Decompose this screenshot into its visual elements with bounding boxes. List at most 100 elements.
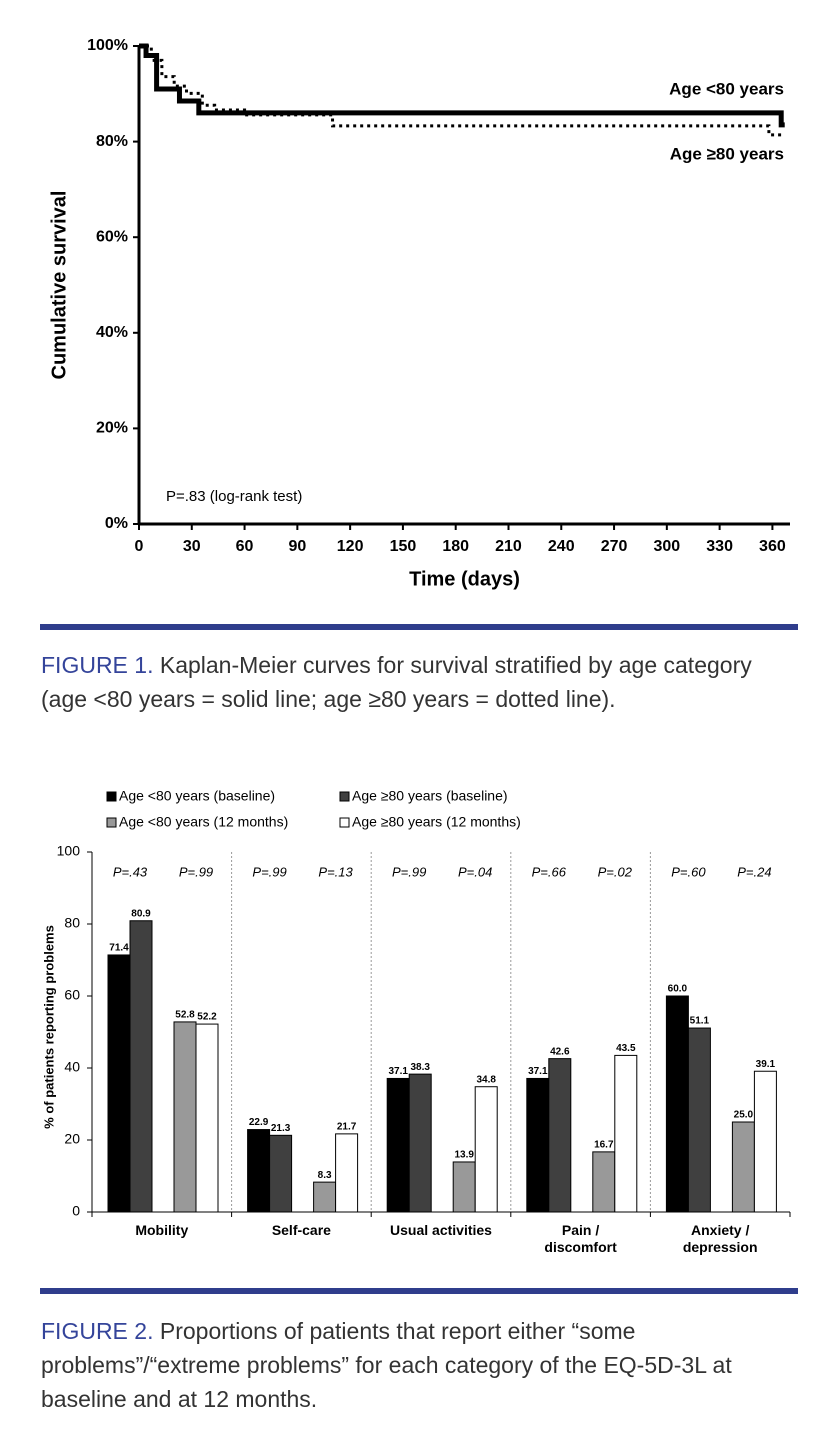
p-value: P=.60: [671, 864, 706, 879]
y-tick-label: 100%: [87, 37, 128, 54]
value-label: 16.7: [594, 1140, 614, 1151]
legend-label: Age ≥80 years (baseline): [352, 788, 508, 804]
value-label: 43.5: [616, 1043, 636, 1054]
rule: [40, 1288, 798, 1294]
x-tick-label: 360: [759, 538, 786, 555]
value-label: 21.7: [337, 1122, 357, 1133]
value-label: 25.0: [734, 1110, 754, 1121]
value-label: 21.3: [271, 1123, 291, 1134]
y-tick-label: 60: [64, 987, 80, 1003]
value-label: 8.3: [318, 1170, 332, 1181]
p-value: P=.66: [532, 864, 567, 879]
value-label: 52.8: [175, 1010, 195, 1021]
p-value: P=.99: [252, 864, 286, 879]
value-label: 37.1: [528, 1066, 548, 1077]
x-tick-label: 330: [706, 538, 733, 555]
bar: [526, 1077, 550, 1213]
bar: [173, 1021, 197, 1213]
value-label: 60.0: [668, 984, 688, 995]
caption: FIGURE 2. Proportions of patients that r…: [41, 1314, 801, 1416]
bar: [386, 1077, 410, 1213]
bar: [474, 1086, 498, 1213]
caption-text: Kaplan-Meier curves for survival stratif…: [41, 652, 752, 712]
legend-swatch: [339, 791, 350, 802]
bar: [592, 1151, 616, 1213]
rule: [40, 624, 798, 630]
y-tick-label: 80: [64, 915, 80, 931]
y-axis-label: Cumulative survival: [48, 191, 70, 380]
legend-swatch: [106, 791, 117, 802]
p-value: P=.99: [179, 864, 213, 879]
p-value: P=.13: [318, 864, 353, 879]
bar: [753, 1070, 777, 1213]
legend-label: Age <80 years (12 months): [119, 814, 288, 830]
survival-line: [139, 43, 785, 128]
bar: [335, 1133, 359, 1213]
x-tick-label: Self-care: [271, 1222, 331, 1238]
value-label: 80.9: [131, 908, 151, 919]
figure-label: FIGURE 1.: [41, 652, 154, 678]
series-label: Age ≥80 years: [670, 144, 784, 163]
x-tick-label: 240: [548, 538, 575, 555]
p-value: P=.04: [458, 864, 492, 879]
value-label: 34.8: [476, 1074, 496, 1085]
y-tick-label: 0: [72, 1203, 80, 1219]
x-tick-label: Mobility: [135, 1222, 189, 1238]
legend-label: Age ≥80 years (12 months): [352, 814, 521, 830]
value-label: 22.9: [249, 1117, 269, 1128]
caption-text: Proportions of patients that report eith…: [41, 1318, 732, 1412]
legend-swatch: [339, 817, 350, 828]
bar: [247, 1129, 271, 1213]
value-label: 38.3: [410, 1062, 430, 1073]
y-tick-label: 20: [64, 1131, 80, 1147]
y-tick-label: 20%: [96, 420, 128, 437]
y-tick-label: 40%: [96, 324, 128, 341]
figure-label: FIGURE 2.: [41, 1318, 154, 1344]
x-tick-label: Usual activities: [390, 1222, 492, 1238]
x-tick-label: Pain / discomfort: [544, 1222, 617, 1255]
bar: [313, 1181, 337, 1213]
bar: [731, 1121, 755, 1213]
p-value: P=.43: [113, 864, 148, 879]
x-tick-label: 300: [653, 538, 680, 555]
caption: FIGURE 1. Kaplan-Meier curves for surviv…: [41, 648, 801, 716]
x-tick-label: 0: [135, 538, 144, 555]
p-value: P=.24: [737, 864, 771, 879]
bar: [269, 1134, 293, 1213]
x-tick-label: 210: [495, 538, 522, 555]
p-value: P=.02: [598, 864, 633, 879]
x-axis-label: Time (days): [409, 568, 520, 590]
y-tick-label: 60%: [96, 228, 128, 245]
x-tick-label: Anxiety / depression: [682, 1222, 758, 1255]
value-label: 37.1: [388, 1066, 408, 1077]
bar: [452, 1161, 476, 1213]
bar: [665, 995, 689, 1213]
x-tick-label: 60: [236, 538, 254, 555]
value-label: 39.1: [756, 1059, 776, 1070]
bar: [614, 1054, 638, 1213]
x-tick-label: 120: [337, 538, 364, 555]
y-axis-label: % of patients reporting problems: [41, 925, 56, 1129]
x-tick-label: 270: [601, 538, 628, 555]
value-label: 71.4: [109, 943, 129, 954]
bar: [107, 954, 131, 1213]
bar: [129, 920, 153, 1213]
value-label: 51.1: [690, 1016, 710, 1027]
bar: [687, 1027, 711, 1213]
value-label: 52.2: [197, 1012, 217, 1023]
x-tick-label: 30: [183, 538, 201, 555]
value-label: 42.6: [550, 1046, 570, 1057]
x-tick-label: 150: [390, 538, 417, 555]
bar: [195, 1023, 219, 1213]
y-tick-label: 40: [64, 1059, 80, 1075]
p-value: P=.99: [392, 864, 426, 879]
y-tick-label: 100: [57, 843, 81, 859]
x-tick-label: 180: [442, 538, 469, 555]
bar: [548, 1058, 572, 1213]
y-tick-label: 80%: [96, 133, 128, 150]
y-tick-label: 0%: [105, 515, 128, 532]
value-label: 13.9: [454, 1150, 474, 1161]
annotation: P=.83 (log-rank test): [166, 488, 302, 505]
